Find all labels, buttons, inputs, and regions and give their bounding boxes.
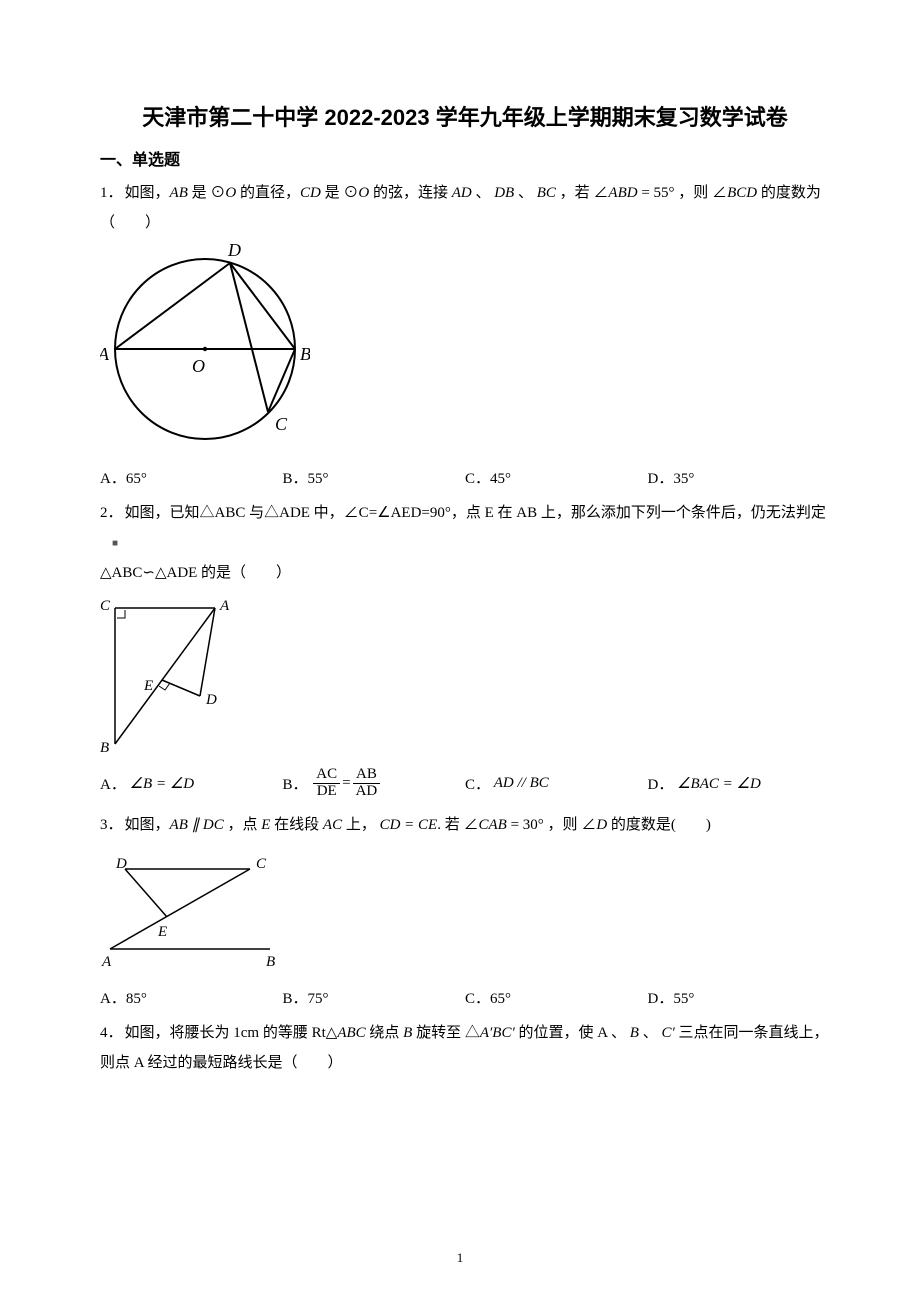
svg-text:A: A [219, 598, 230, 614]
svg-text:B: B [100, 740, 109, 754]
svg-text:C: C [275, 414, 288, 434]
q2-text-line1: 如图，已知△ABC 与△ADE 中，∠C=∠AED=90°，点 E 在 AB 上… [125, 505, 826, 521]
q3-text: 如图，AB ∥ DC ，点 E 在线段 AC 上， CD = CE. 若 ∠CA… [125, 817, 711, 833]
svg-text:D: D [115, 856, 127, 872]
q1-option-a[interactable]: A．65° [100, 467, 283, 488]
q3-figure: D C A B E [100, 854, 830, 979]
question-4: 4．如图，将腰长为 1cm 的等腰 Rt△ABC 绕点 B 旋转至 △A′BC′… [100, 1018, 830, 1078]
q1-text: 如图，AB 是 ⊙O 的直径，CD 是 ⊙O 的弦，连接 AD 、 DB 、 B… [125, 185, 821, 201]
svg-text:A: A [101, 954, 112, 970]
q3-option-a[interactable]: A．85° [100, 987, 283, 1008]
page: 天津市第二十中学 2022-2023 学年九年级上学期期末复习数学试卷 一、单选… [0, 0, 920, 1302]
q1-paren: （ ） [100, 215, 160, 231]
q2-option-a[interactable]: A． ∠B = ∠D [100, 767, 283, 800]
q2-text-line2: △ABC∽△ADE 的是（ ） [100, 565, 291, 581]
q2-option-b[interactable]: B． ACDE = ABAD [283, 767, 466, 800]
q2-options: A． ∠B = ∠D B． ACDE = ABAD C． AD // BC D．… [100, 767, 830, 800]
question-3: 3．如图，AB ∥ DC ，点 E 在线段 AC 上， CD = CE. 若 ∠… [100, 810, 830, 840]
svg-text:B: B [266, 954, 275, 970]
svg-text:D: D [205, 692, 217, 708]
question-2: 2．如图，已知△ABC 与△ADE 中，∠C=∠AED=90°，点 E 在 AB… [100, 498, 830, 588]
q1-option-c[interactable]: C．45° [465, 467, 648, 488]
q3-options: A．85° B．75° C．65° D．55° [100, 987, 830, 1008]
question-1: 1．如图，AB 是 ⊙O 的直径，CD 是 ⊙O 的弦，连接 AD 、 DB 、… [100, 178, 830, 238]
q1-option-b[interactable]: B．55° [283, 467, 466, 488]
q3-option-c[interactable]: C．65° [465, 987, 648, 1008]
q2-number: 2． [100, 505, 123, 521]
svg-text:A: A [100, 344, 110, 364]
q3-parallel-diagram: D C A B E [100, 854, 290, 974]
q3-number: 3． [100, 817, 123, 833]
q3-option-b[interactable]: B．75° [283, 987, 466, 1008]
q2-figure: C A B D E [100, 594, 830, 759]
q2-triangle-diagram: C A B D E [100, 594, 240, 754]
q1-figure: A B D C O [100, 244, 830, 459]
center-mark-icon: ■ [112, 534, 118, 554]
q1-number: 1． [100, 185, 123, 201]
page-number: 1 [0, 1250, 920, 1266]
q1-options: A．65° B．55° C．45° D．35° [100, 467, 830, 488]
svg-text:O: O [192, 356, 205, 376]
svg-text:E: E [157, 924, 167, 940]
q2-option-c[interactable]: C． AD // BC [465, 767, 648, 800]
svg-text:C: C [100, 598, 111, 614]
q4-text-line1: 如图，将腰长为 1cm 的等腰 Rt△ABC 绕点 B 旋转至 △A′BC′ 的… [125, 1025, 829, 1041]
svg-text:D: D [227, 244, 241, 260]
q1-option-d[interactable]: D．35° [648, 467, 831, 488]
section-1-heading: 一、单选题 [100, 146, 830, 170]
svg-text:E: E [143, 678, 153, 694]
q2-option-d[interactable]: D． ∠BAC = ∠D [648, 767, 831, 800]
q4-text-line2: 则点 A 经过的最短路线长是（ ） [100, 1055, 343, 1071]
q4-number: 4． [100, 1025, 123, 1041]
svg-text:C: C [256, 856, 267, 872]
q1-circle-diagram: A B D C O [100, 244, 310, 454]
svg-text:B: B [300, 344, 310, 364]
q3-option-d[interactable]: D．55° [648, 987, 831, 1008]
exam-title: 天津市第二十中学 2022-2023 学年九年级上学期期末复习数学试卷 [100, 100, 830, 132]
